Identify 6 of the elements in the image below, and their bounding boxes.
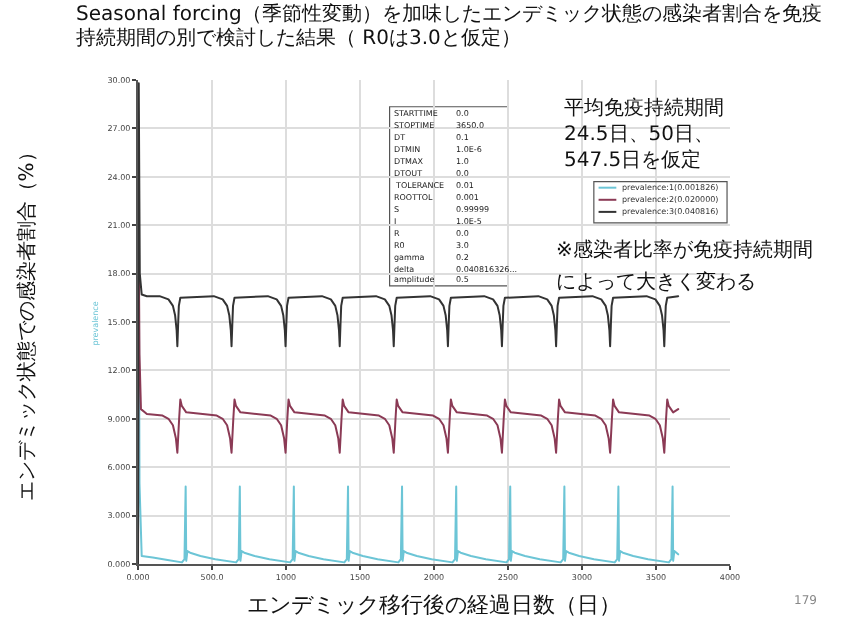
x-axis-title: エンデミック移行後の経過日数（日）	[247, 592, 621, 618]
y-axis-title: エンデミック状態での感染者割合（%）	[15, 142, 40, 502]
annotation: ※感染者比率が免疫持続期間	[556, 238, 813, 262]
chart-title: Seasonal forcing（季節性変動）を加味したエンデミック状態の感染者割合を免疫持続期間の別で検討した結果（ R0は3.0と仮定）	[76, 4, 824, 52]
annotation: によって大きく変わる	[556, 270, 756, 294]
annotation: 平均免疫持続期間 24.5日、50日、 547.5日を仮定	[564, 96, 724, 172]
